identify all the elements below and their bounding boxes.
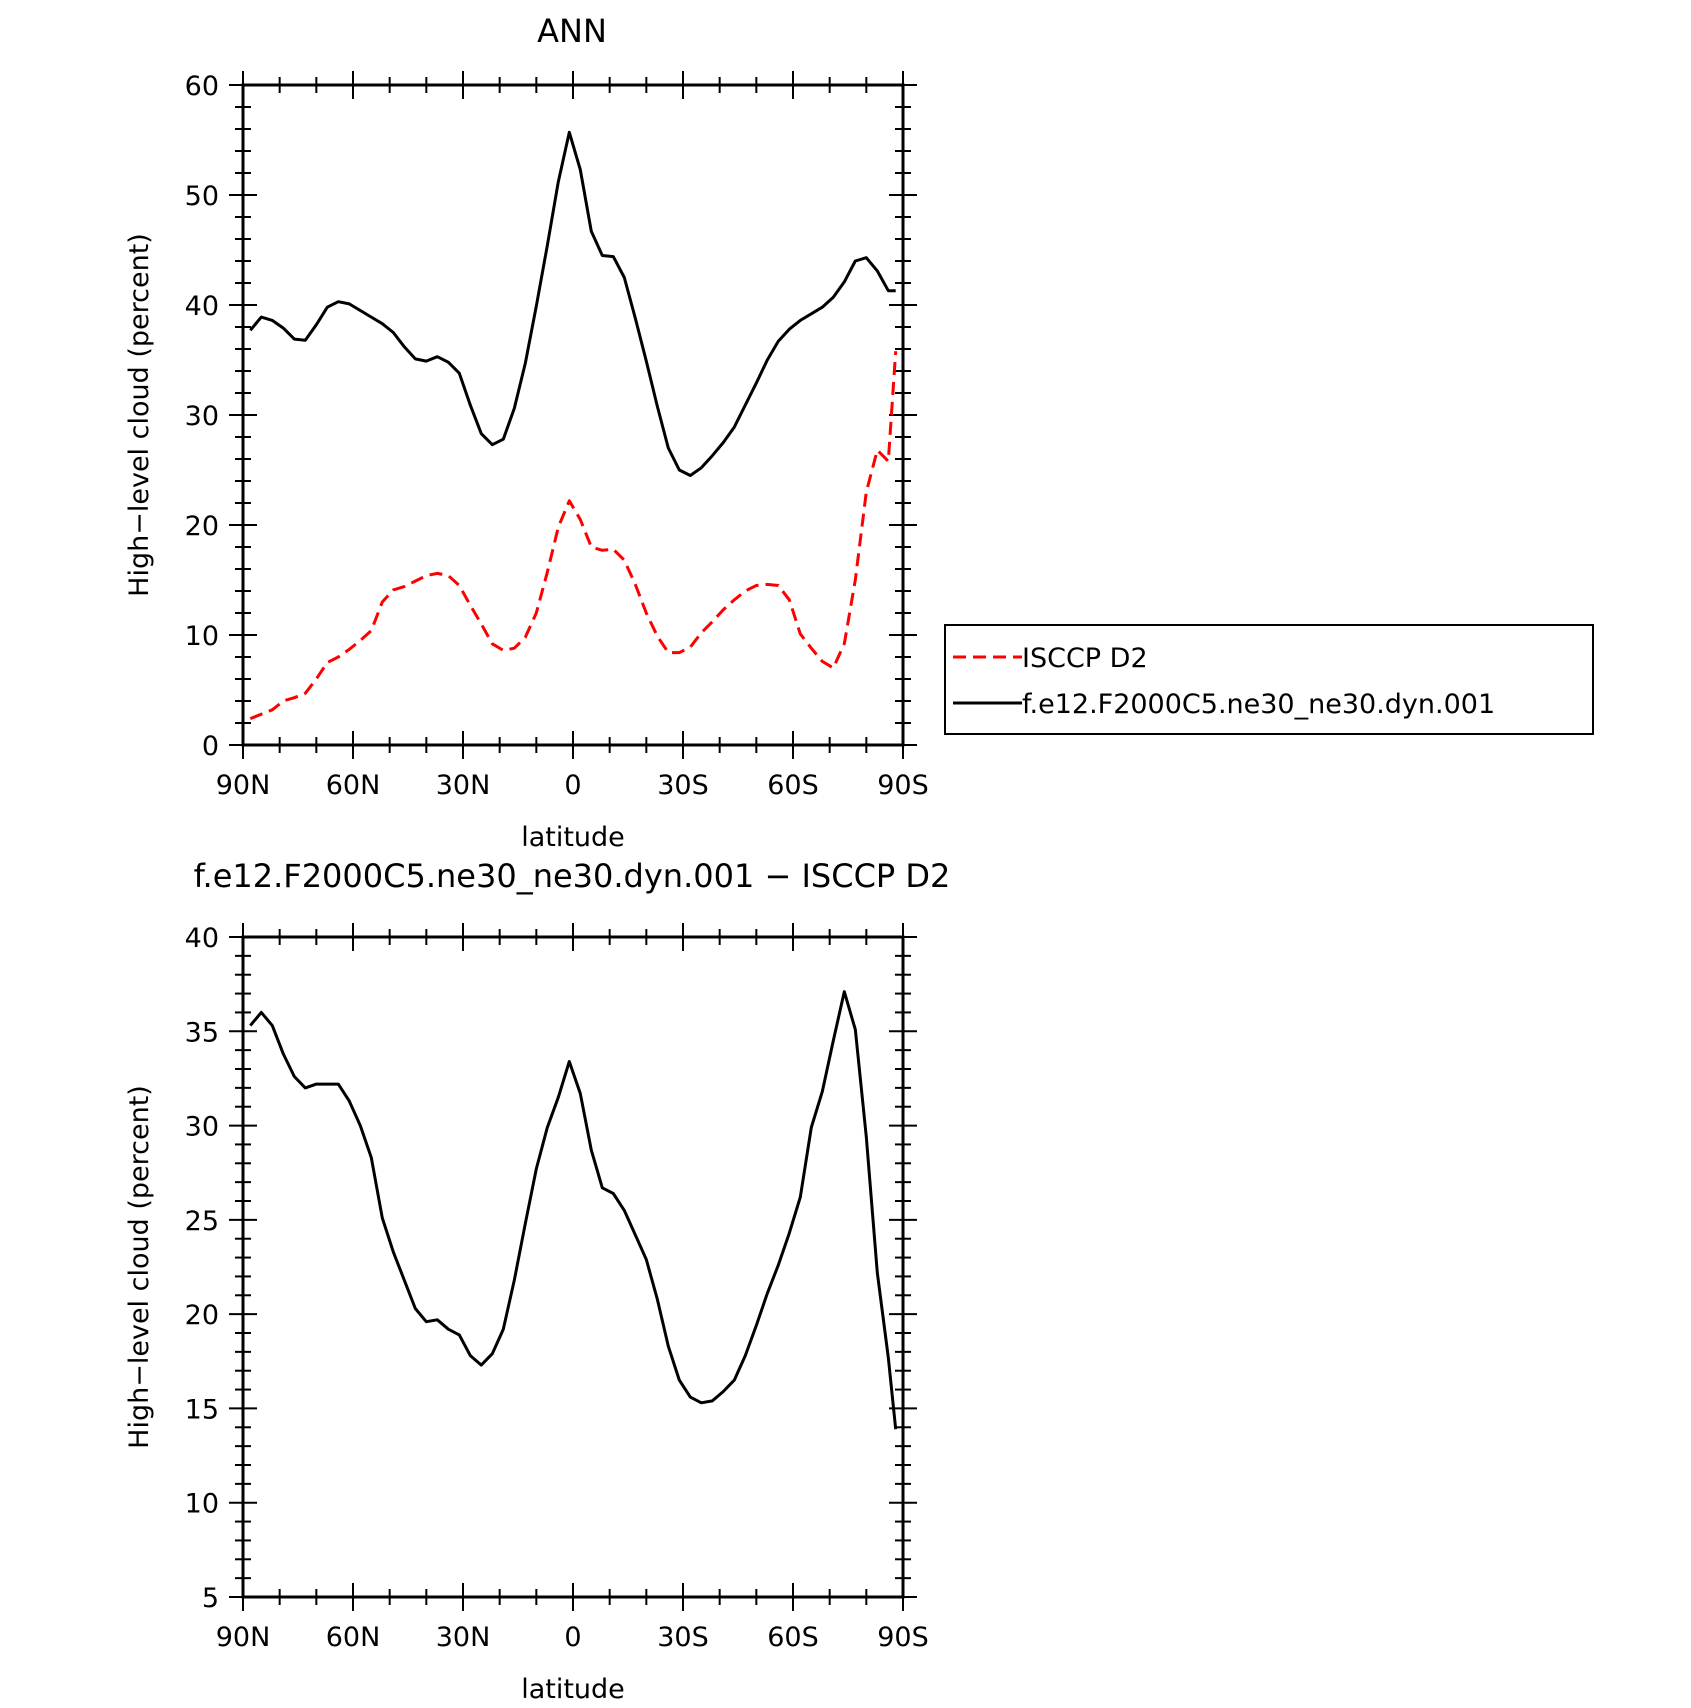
y-tick-label: 20 <box>185 1300 219 1331</box>
plot-frame <box>241 935 905 1599</box>
panel-title: f.e12.F2000C5.ne30_ne30.dyn.001 − ISCCP … <box>194 857 951 895</box>
y-tick-label: 60 <box>185 71 219 102</box>
x-axis-label: latitude <box>521 1674 625 1705</box>
x-tick-label: 60N <box>326 770 381 801</box>
x-tick-label: 30N <box>436 770 491 801</box>
x-tick-label: 60N <box>326 1622 381 1653</box>
x-tick-label: 60S <box>767 770 819 801</box>
plot-frame <box>241 83 905 747</box>
panel-title: ANN <box>537 12 607 50</box>
y-tick-labels: 0 10 20 30 40 50 60 <box>185 71 219 762</box>
x-tick-label: 30N <box>436 1622 491 1653</box>
series-lines <box>249 990 898 1430</box>
x-tick-label: 90S <box>877 1622 929 1653</box>
x-tick-label: 90S <box>877 770 929 801</box>
series-line-0 <box>249 990 898 1430</box>
y-tick-labels: 5 10 15 20 25 30 35 40 <box>185 923 219 1614</box>
y-tick-label: 50 <box>185 181 219 212</box>
tick-marks <box>229 923 917 1611</box>
y-tick-label: 25 <box>185 1206 219 1237</box>
x-tick-label: 60S <box>767 1622 819 1653</box>
y-axis-label: High−level cloud (percent) <box>124 1085 155 1449</box>
y-tick-label: 30 <box>185 1112 219 1143</box>
x-tick-label: 30S <box>657 1622 709 1653</box>
tick-marks <box>229 71 917 759</box>
y-axis-label: High−level cloud (percent) <box>124 233 155 597</box>
y-tick-label: 10 <box>185 621 219 652</box>
y-tick-label: 40 <box>185 291 219 322</box>
x-tick-label: 90N <box>216 1622 271 1653</box>
y-tick-label: 0 <box>202 731 219 762</box>
y-tick-label: 15 <box>185 1394 219 1425</box>
x-tick-label: 0 <box>564 1622 581 1653</box>
x-tick-labels: 90N 60N 30N 0 30S 60S 90S <box>216 1622 929 1653</box>
legend-box <box>944 624 1594 735</box>
legend-label-model: f.e12.F2000C5.ne30_ne30.dyn.001 <box>1022 689 1495 720</box>
x-axis-label: latitude <box>521 822 625 853</box>
panel-difference: f.e12.F2000C5.ne30_ne30.dyn.001 − ISCCP … <box>124 857 950 1705</box>
y-tick-label: 20 <box>185 511 219 542</box>
x-tick-labels: 90N 60N 30N 0 30S 60S 90S <box>216 770 929 801</box>
y-tick-label: 35 <box>185 1017 219 1048</box>
series-line-1 <box>249 130 896 477</box>
y-tick-label: 10 <box>185 1489 219 1520</box>
y-tick-label: 40 <box>185 923 219 954</box>
panel-annual: ANN 90N 60N 30N 0 30S 60S 90S 0 10 20 30 40 50 60 la… <box>124 12 929 853</box>
series-lines <box>249 130 898 720</box>
legend: ISCCP D2 f.e12.F2000C5.ne30_ne30.dyn.001 <box>944 624 1594 735</box>
legend-label-isccp: ISCCP D2 <box>1022 643 1148 674</box>
x-tick-label: 90N <box>216 770 271 801</box>
x-tick-label: 30S <box>657 770 709 801</box>
y-tick-label: 5 <box>202 1583 219 1614</box>
series-line-0 <box>249 351 898 720</box>
x-tick-label: 0 <box>564 770 581 801</box>
y-tick-label: 30 <box>185 401 219 432</box>
